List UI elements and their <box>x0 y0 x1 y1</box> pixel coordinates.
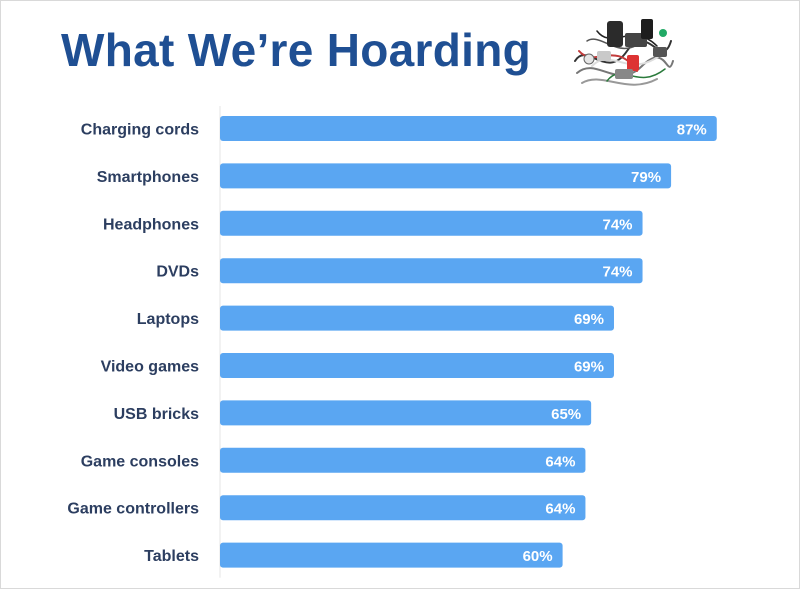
value-label: 60% <box>523 548 553 565</box>
category-label: Headphones <box>103 216 199 233</box>
value-label: 74% <box>603 216 633 233</box>
bar <box>220 210 643 236</box>
bar <box>220 305 614 331</box>
category-label: Laptops <box>137 311 199 328</box>
category-label: Charging cords <box>81 122 199 139</box>
category-label: Game consoles <box>81 453 199 470</box>
bar <box>220 163 672 189</box>
chart-title: What We’re Hoarding <box>61 24 531 76</box>
bar <box>220 447 586 473</box>
value-label: 69% <box>574 359 604 376</box>
category-label: Video games <box>101 359 200 376</box>
category-label: USB bricks <box>114 406 199 423</box>
value-label: 69% <box>574 311 604 328</box>
tangled-electronics-pile-icon <box>574 19 674 86</box>
value-label: 87% <box>677 122 707 139</box>
value-label: 65% <box>551 406 581 423</box>
value-label: 64% <box>545 501 575 518</box>
bar <box>220 495 586 521</box>
value-label: 74% <box>603 264 633 281</box>
value-label: 64% <box>545 453 575 470</box>
category-label: Game controllers <box>67 501 199 518</box>
category-label: DVDs <box>156 264 199 281</box>
value-label: 79% <box>631 169 661 186</box>
bar <box>220 258 643 284</box>
bar <box>220 542 563 568</box>
bar <box>220 353 614 378</box>
category-label: Tablets <box>144 548 199 565</box>
bar <box>220 400 592 426</box>
category-label: Smartphones <box>97 169 199 186</box>
bar <box>220 116 717 141</box>
